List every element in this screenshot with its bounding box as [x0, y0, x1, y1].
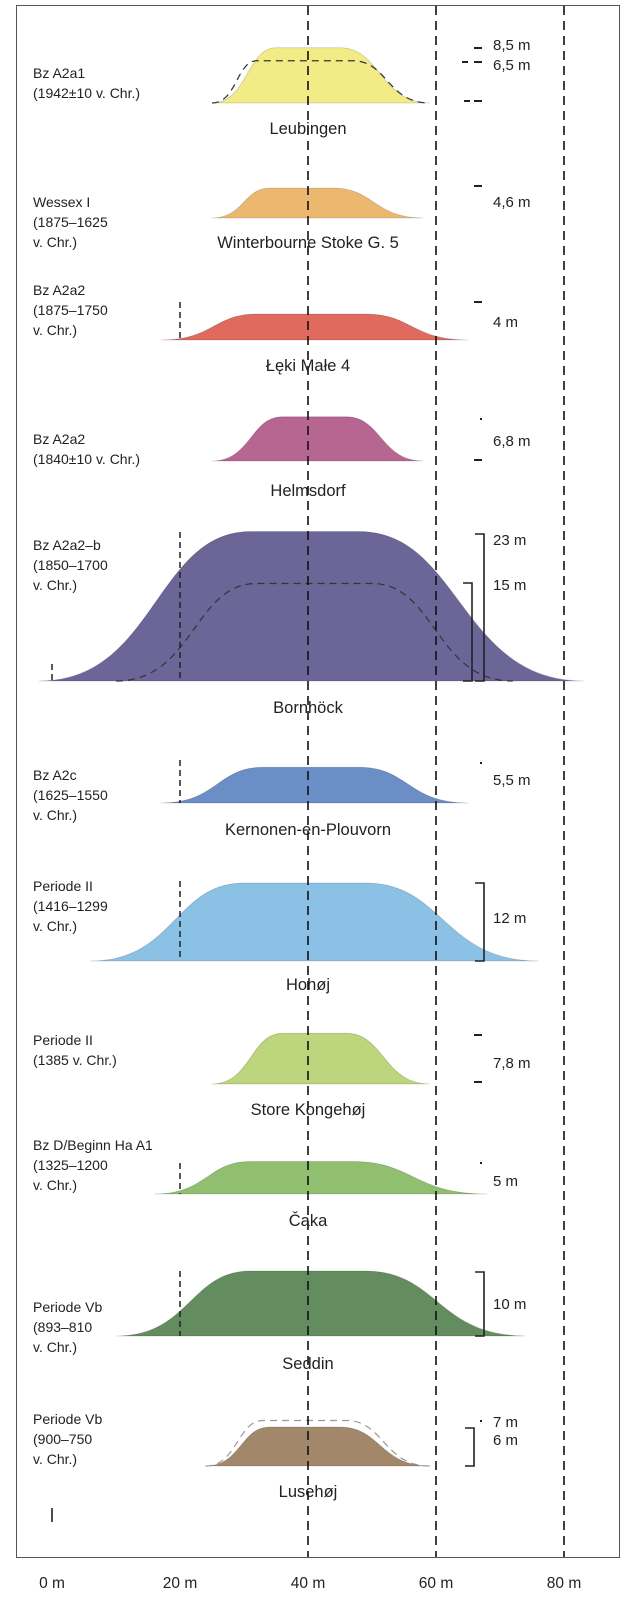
period-line: v. Chr.)	[33, 807, 77, 823]
site-name-1: Leubingen	[269, 120, 346, 138]
period-line: Bz A2a1	[33, 65, 85, 81]
period-line: (1942±10 v. Chr.)	[33, 85, 140, 101]
period-line: (900–750	[33, 1431, 92, 1447]
period-line: (1840±10 v. Chr.)	[33, 451, 140, 467]
period-line: (1625–1550	[33, 787, 108, 803]
period-line: Bz D/Beginn Ha A1	[33, 1137, 153, 1153]
height-label-11-1: 7 m	[493, 1414, 518, 1431]
height-dot-marker	[480, 1420, 482, 1422]
site-name-4: Helmsdorf	[270, 482, 346, 500]
period-line: Periode II	[33, 1032, 93, 1048]
axis-tick-label: 80 m	[547, 1575, 581, 1592]
height-bracket	[475, 882, 485, 962]
period-line: v. Chr.)	[33, 1177, 77, 1193]
height-bracket	[475, 1271, 485, 1337]
period-line: Bz A2c	[33, 767, 77, 783]
period-line: (1385 v. Chr.)	[33, 1052, 117, 1068]
mound-shape-2	[211, 187, 424, 219]
height-label-1-2: 6,5 m	[493, 57, 531, 74]
inner-phase-outline-11	[205, 1419, 430, 1467]
axis-tick-label: 20 m	[163, 1575, 197, 1592]
height-dot-marker	[480, 1162, 482, 1164]
labels-layer: Bz A2a1 (1942±10 v. Chr.) Leubingen 8,5 m 6,…	[33, 37, 581, 1592]
period-line: Periode Vb	[33, 1411, 102, 1427]
mound-shape-3	[160, 313, 469, 341]
period-label-5: Bz A2a2–b (1850–1700 v. Chr.)	[33, 537, 108, 593]
period-line: (1325–1200	[33, 1157, 108, 1173]
height-dot-marker	[480, 762, 482, 764]
site-name-2: Winterbourne Stoke G. 5	[217, 234, 399, 252]
site-name-3: Łęki Małe 4	[266, 357, 350, 375]
height-label-4-1: 6,8 m	[493, 433, 531, 450]
period-line: v. Chr.)	[33, 918, 77, 934]
mound-shape-1	[211, 47, 430, 104]
period-line: Periode II	[33, 878, 93, 894]
mound-shape-4	[211, 416, 424, 462]
height-label-11-2: 6 m	[493, 1432, 518, 1449]
period-line: (1875–1750	[33, 302, 108, 318]
mound-shape-6	[160, 766, 469, 804]
site-name-10: Seddin	[282, 1355, 333, 1373]
inner-phase-outline-1	[211, 60, 430, 104]
axis-tick-label: 40 m	[291, 1575, 325, 1592]
period-line: (1850–1700	[33, 557, 108, 573]
period-label-7: Periode II (1416–1299 v. Chr.)	[33, 878, 108, 934]
period-line: Periode Vb	[33, 1299, 102, 1315]
height-label-5-1: 23 m	[493, 532, 526, 549]
mound-shape-8	[211, 1032, 430, 1085]
period-line: v. Chr.)	[33, 322, 77, 338]
period-line: Bz A2a2	[33, 282, 85, 298]
site-name-6: Kernonen-en-Plouvorn	[225, 821, 391, 839]
height-label-3-1: 4 m	[493, 314, 518, 331]
height-label-2-1: 4,6 m	[493, 194, 531, 211]
period-line: (893–810	[33, 1319, 92, 1335]
height-bracket	[475, 533, 485, 682]
period-line: (1875–1625	[33, 214, 108, 230]
height-label-6-1: 5,5 m	[493, 772, 531, 789]
mound-shape-7	[90, 882, 539, 962]
height-bracket	[465, 1427, 475, 1467]
height-label-1-1: 8,5 m	[493, 37, 531, 54]
height-label-9-1: 5 m	[493, 1173, 518, 1190]
period-label-10: Periode Vb (893–810 v. Chr.)	[33, 1299, 102, 1355]
height-label-5-2: 15 m	[493, 577, 526, 594]
height-label-10-1: 10 m	[493, 1296, 526, 1313]
period-label-8: Periode II (1385 v. Chr.)	[33, 1032, 117, 1068]
height-label-8-1: 7,8 m	[493, 1055, 531, 1072]
period-line: Bz A2a2	[33, 431, 85, 447]
period-label-11: Periode Vb (900–750 v. Chr.)	[33, 1411, 102, 1467]
period-line: v. Chr.)	[33, 1339, 77, 1355]
period-label-4: Bz A2a2 (1840±10 v. Chr.)	[33, 431, 140, 467]
site-name-11: Lusehøj	[279, 1483, 338, 1501]
period-line: (1416–1299	[33, 898, 108, 914]
mound-shape-11	[205, 1426, 430, 1467]
period-line: v. Chr.)	[33, 1451, 77, 1467]
mound-shape-5	[39, 531, 584, 682]
height-bracket	[463, 582, 473, 682]
mound-shape-9	[154, 1161, 488, 1195]
inner-phase-outline-5	[115, 582, 513, 682]
site-name-9: Čaka	[289, 1211, 328, 1230]
period-label-9: Bz D/Beginn Ha A1 (1325–1200 v. Chr.)	[33, 1137, 153, 1193]
mound-shape-10	[115, 1270, 526, 1337]
period-line: Bz A2a2–b	[33, 537, 101, 553]
period-label-2: Wessex I (1875–1625 v. Chr.)	[33, 194, 108, 250]
period-label-3: Bz A2a2 (1875–1750 v. Chr.)	[33, 282, 108, 338]
height-label-7-1: 12 m	[493, 910, 526, 927]
period-line: v. Chr.)	[33, 577, 77, 593]
period-line: Wessex I	[33, 194, 90, 210]
axis-tick-label: 60 m	[419, 1575, 453, 1592]
site-name-5: Bornhöck	[273, 699, 343, 717]
reference-lines-layer	[307, 6, 565, 1557]
site-name-8: Store Kongehøj	[251, 1101, 366, 1119]
site-name-7: Hohøj	[286, 976, 330, 994]
period-line: v. Chr.)	[33, 234, 77, 250]
mound-fills-layer	[39, 47, 584, 1467]
height-dot-marker	[480, 418, 482, 420]
period-label-6: Bz A2c (1625–1550 v. Chr.)	[33, 767, 108, 823]
axis-tick-label: 0 m	[39, 1575, 65, 1592]
markers-layer	[51, 47, 485, 1522]
period-label-1: Bz A2a1 (1942±10 v. Chr.)	[33, 65, 140, 101]
